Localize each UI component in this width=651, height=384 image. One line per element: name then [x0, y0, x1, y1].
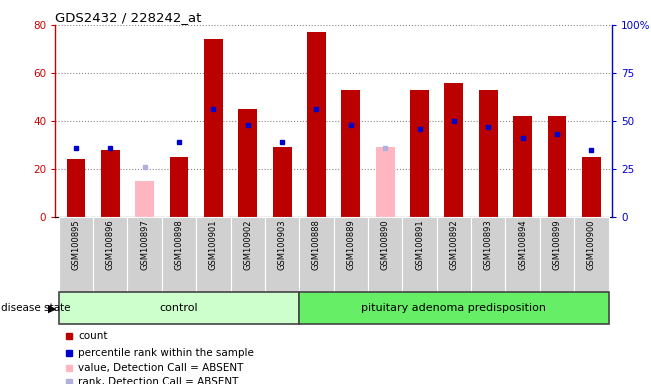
Text: GDS2432 / 228242_at: GDS2432 / 228242_at — [55, 11, 202, 24]
Text: GSM100901: GSM100901 — [209, 219, 218, 270]
Text: GSM100894: GSM100894 — [518, 219, 527, 270]
Text: GSM100899: GSM100899 — [553, 219, 561, 270]
Bar — [478, 90, 498, 217]
Text: GSM100902: GSM100902 — [243, 219, 252, 270]
Text: GSM100898: GSM100898 — [174, 219, 184, 270]
Bar — [505, 217, 540, 292]
Text: GSM100900: GSM100900 — [587, 219, 596, 270]
Bar — [299, 217, 333, 292]
Bar — [93, 217, 128, 292]
Bar — [238, 109, 257, 217]
Bar — [547, 116, 566, 217]
Bar — [368, 217, 402, 292]
Text: pituitary adenoma predisposition: pituitary adenoma predisposition — [361, 303, 546, 313]
Text: GSM100888: GSM100888 — [312, 219, 321, 270]
Bar — [445, 83, 464, 217]
Bar — [162, 217, 196, 292]
Bar — [333, 217, 368, 292]
Bar — [540, 217, 574, 292]
Text: value, Detection Call = ABSENT: value, Detection Call = ABSENT — [78, 363, 243, 373]
Bar — [59, 217, 93, 292]
Bar — [437, 217, 471, 292]
Bar — [128, 217, 162, 292]
Text: GSM100903: GSM100903 — [277, 219, 286, 270]
Bar — [471, 217, 505, 292]
Bar — [196, 217, 230, 292]
Bar — [307, 32, 326, 217]
Bar — [135, 181, 154, 217]
Text: GSM100892: GSM100892 — [449, 219, 458, 270]
Bar — [402, 217, 437, 292]
Bar — [513, 116, 532, 217]
Bar — [574, 217, 609, 292]
Text: GSM100891: GSM100891 — [415, 219, 424, 270]
Text: ▶: ▶ — [48, 303, 57, 313]
Text: GSM100893: GSM100893 — [484, 219, 493, 270]
Bar — [410, 90, 429, 217]
Text: GSM100890: GSM100890 — [381, 219, 390, 270]
Bar — [299, 292, 609, 324]
Bar — [66, 159, 85, 217]
Bar — [265, 217, 299, 292]
Text: GSM100895: GSM100895 — [72, 219, 81, 270]
Text: GSM100889: GSM100889 — [346, 219, 355, 270]
Text: rank, Detection Call = ABSENT: rank, Detection Call = ABSENT — [78, 377, 238, 384]
Text: GSM100896: GSM100896 — [106, 219, 115, 270]
Bar — [376, 147, 395, 217]
Text: control: control — [159, 303, 199, 313]
Text: GSM100897: GSM100897 — [140, 219, 149, 270]
Text: count: count — [78, 331, 107, 341]
Text: disease state: disease state — [1, 303, 70, 313]
Bar — [341, 90, 360, 217]
Bar — [169, 157, 189, 217]
Bar — [582, 157, 601, 217]
Bar — [230, 217, 265, 292]
Bar — [204, 40, 223, 217]
Bar — [273, 147, 292, 217]
Bar — [101, 150, 120, 217]
Bar — [59, 292, 299, 324]
Text: percentile rank within the sample: percentile rank within the sample — [78, 348, 254, 358]
